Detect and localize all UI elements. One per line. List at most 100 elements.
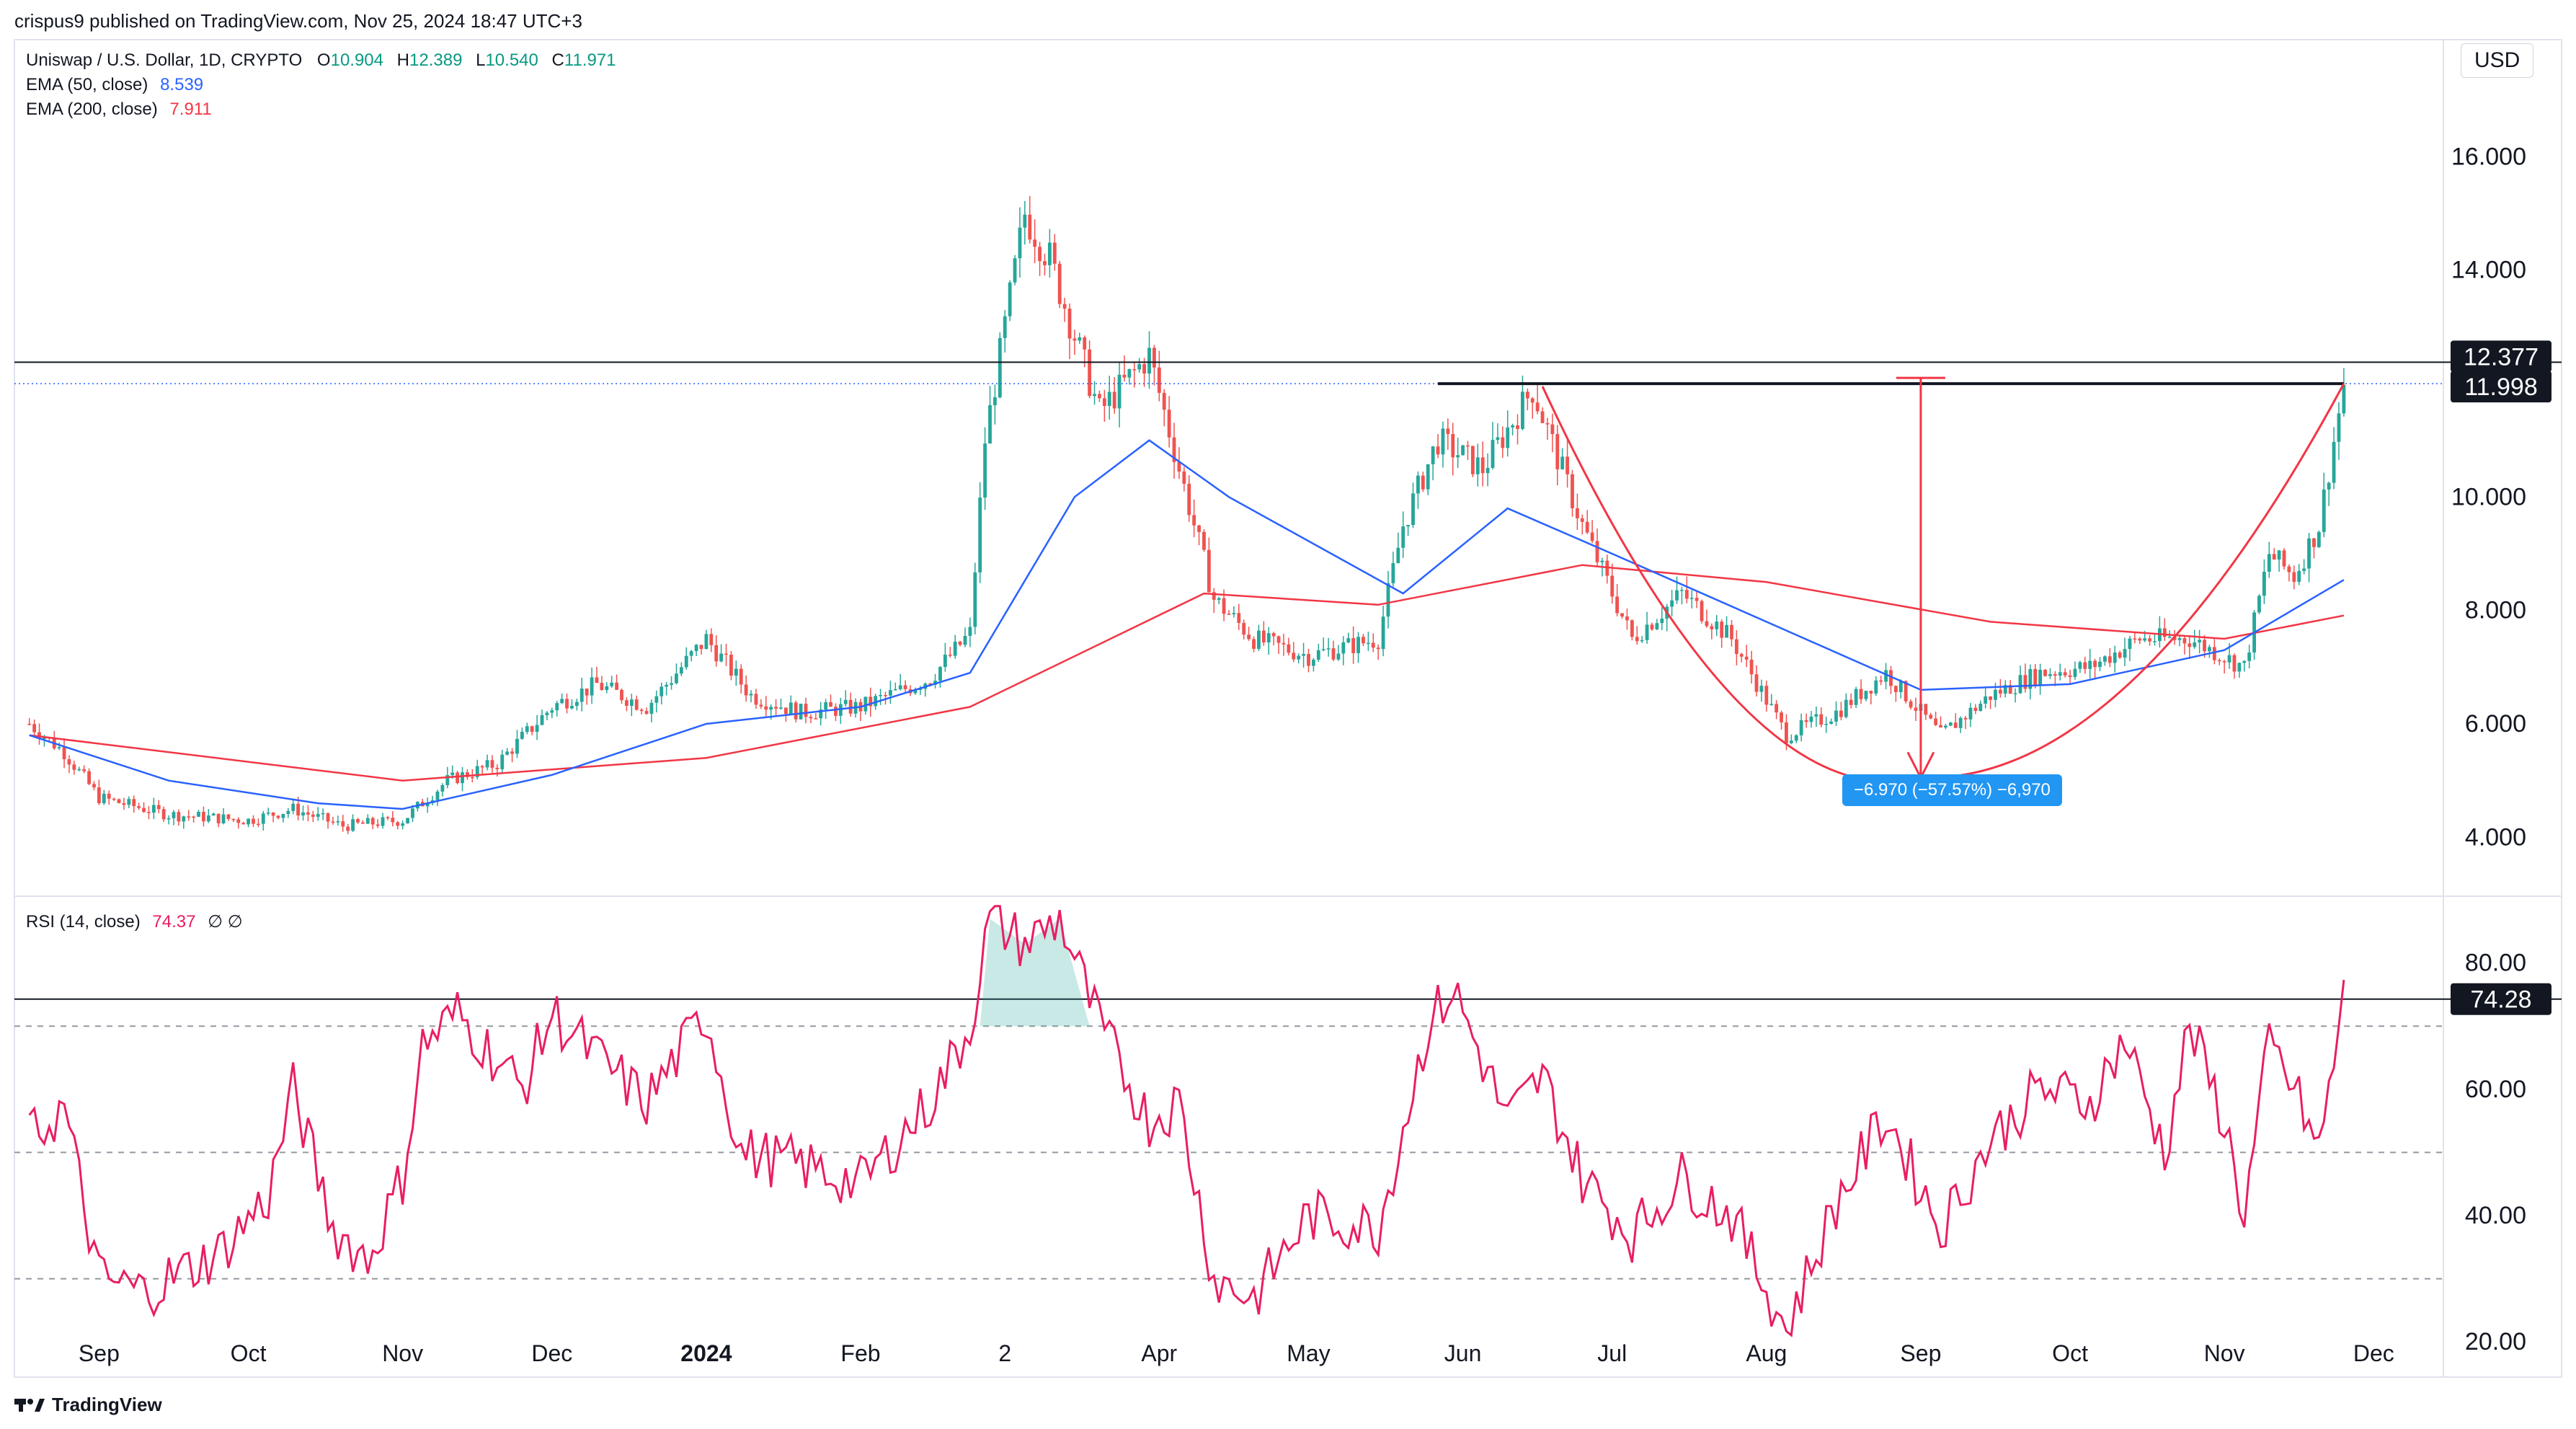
candle-body <box>1789 740 1793 743</box>
candle-body <box>600 683 604 691</box>
candle-body <box>1839 710 1843 717</box>
candle-body <box>2277 550 2281 560</box>
candle-body <box>704 634 709 650</box>
candle-body <box>1326 648 1331 650</box>
time-axis-label: Jun <box>1444 1340 1482 1366</box>
candle-body <box>381 817 385 826</box>
candle-body <box>1057 263 1062 304</box>
currency-button[interactable]: USD <box>2461 43 2534 78</box>
candle-body <box>1182 471 1186 484</box>
candle-body <box>2053 674 2057 676</box>
candle-body <box>1849 699 1853 705</box>
candle-body <box>1516 425 1519 429</box>
price-tick-label: 14.000 <box>2451 257 2526 284</box>
candle-body <box>1247 634 1251 640</box>
candle-body <box>67 759 71 765</box>
candle-body <box>1008 282 1012 317</box>
candle-body <box>336 821 340 823</box>
candle-body <box>2317 531 2321 547</box>
ema200-legend[interactable]: EMA (200, close) 7.911 <box>26 99 212 120</box>
candle-body <box>869 696 873 707</box>
candle-body <box>843 699 848 704</box>
rsi-label: RSI (14, close) <box>26 912 141 932</box>
candle-body <box>1107 391 1111 407</box>
candle-body <box>1769 704 1774 705</box>
rsi-extra: ∅ ∅ <box>208 912 243 932</box>
candle-body <box>1192 515 1196 526</box>
ohlc-high-key: H <box>396 50 410 70</box>
candle-body <box>1266 633 1271 643</box>
candle-body <box>62 747 66 760</box>
candle-body <box>331 821 335 823</box>
candle-body <box>953 641 957 656</box>
candle-body <box>1346 638 1351 642</box>
candle-body <box>2033 668 2038 685</box>
rsi-tick-label: 20.00 <box>2465 1328 2526 1355</box>
candle-body <box>32 724 37 733</box>
candle-body <box>709 634 714 645</box>
candle-body <box>1356 637 1360 653</box>
candle-body <box>466 772 469 777</box>
time-axis-label: Jul <box>1597 1340 1627 1366</box>
candle-body <box>247 818 250 825</box>
candle-body <box>211 813 216 816</box>
candle-body <box>57 747 61 748</box>
candle-body <box>1470 446 1475 474</box>
candle-body <box>271 812 275 816</box>
candle-body <box>1625 616 1629 621</box>
candle-body <box>1575 508 1579 518</box>
rsi-legend[interactable]: RSI (14, close) 74.37 ∅ ∅ <box>26 911 243 932</box>
candle-body <box>1232 613 1236 614</box>
time-axis-label: Sep <box>79 1340 120 1366</box>
candle-body <box>391 818 395 823</box>
candle-body <box>1401 526 1405 548</box>
candle-body <box>1680 590 1684 591</box>
candle-body <box>694 645 698 652</box>
candle-body <box>1485 467 1490 474</box>
candle-body <box>500 754 505 769</box>
candle-body <box>794 702 798 720</box>
candle-body <box>1142 364 1147 374</box>
candle-body <box>1675 590 1679 601</box>
ema50-legend[interactable]: EMA (50, close) 8.539 <box>26 75 203 95</box>
candle-body <box>1898 681 1903 692</box>
candle-body <box>874 696 878 707</box>
candle-body <box>530 726 534 732</box>
candle-body <box>1914 707 1918 711</box>
candle-body <box>1316 650 1320 660</box>
candle-body <box>2177 638 2182 640</box>
candle-body <box>351 819 355 831</box>
candle-body <box>1953 722 1958 728</box>
candle-body <box>1948 722 1953 726</box>
candle-body <box>1989 696 1992 700</box>
candle-body <box>2212 647 2216 660</box>
candle-body <box>1033 239 1037 247</box>
candle-body <box>1362 637 1365 644</box>
candle-body <box>948 654 952 656</box>
candle-body <box>261 813 265 824</box>
candle-body <box>276 815 280 818</box>
candle-body <box>699 645 703 650</box>
candle-body <box>1889 670 1893 686</box>
candle-body <box>1590 532 1594 541</box>
candle-body <box>1461 445 1465 456</box>
candle-body <box>968 627 972 636</box>
candle-body <box>1924 704 1928 715</box>
symbol-legend[interactable]: Uniswap / U.S. Dollar, 1D, CRYPTO O10.90… <box>26 50 616 71</box>
candle-body <box>1968 707 1973 720</box>
candle-body <box>1252 639 1256 649</box>
time-axis-label: Dec <box>2353 1340 2394 1366</box>
ohlc-high-value: 12.389 <box>409 50 463 70</box>
candle-body <box>1212 592 1216 600</box>
ema200-line <box>29 564 2345 782</box>
candle-body <box>973 572 977 627</box>
tradingview-logo[interactable]: TradingView <box>14 1394 162 1416</box>
candle-body <box>2242 660 2247 663</box>
candle-body <box>1406 525 1411 527</box>
candle-body <box>764 706 768 710</box>
candle-body <box>993 397 997 406</box>
candle-body <box>1491 440 1495 468</box>
candle-body <box>1441 428 1445 455</box>
candle-body <box>783 707 788 714</box>
